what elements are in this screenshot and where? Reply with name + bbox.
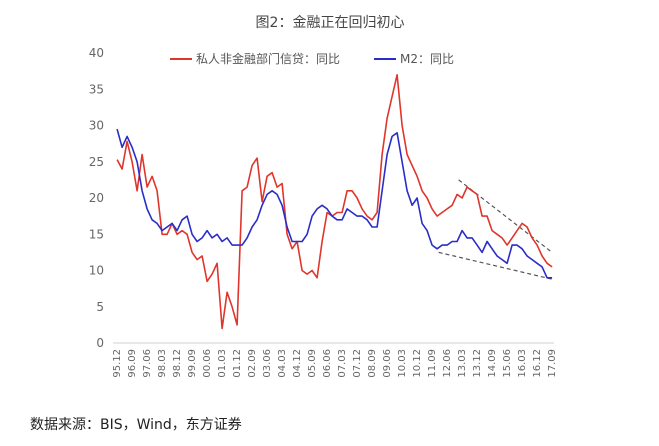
x-tick-label: 02.09 [247, 349, 258, 378]
y-tick-label: 20 [89, 191, 104, 205]
y-tick-label: 10 [89, 264, 104, 278]
x-tick-label: 12.06 [442, 349, 453, 378]
x-tick-label: 11.09 [427, 349, 438, 378]
x-tick-label: 13.12 [472, 349, 483, 378]
x-tick-label: 01.03 [217, 349, 228, 378]
y-tick-label: 25 [89, 155, 104, 169]
y-tick-label: 30 [89, 119, 104, 133]
x-tick-label: 95.12 [112, 349, 123, 378]
trend-line [458, 179, 553, 253]
x-tick-label: 98.03 [157, 349, 168, 378]
x-axis: 95.12 96.09 97.06 98.03 98.12 99.09 00.06 01.03… [112, 342, 558, 378]
x-tick-label: 04.03 [277, 349, 288, 378]
chart-title: 图2：金融正在回归初心 [256, 14, 405, 31]
x-tick-label: 07.12 [352, 349, 363, 378]
x-tick-label: 17.09 [547, 349, 558, 378]
x-tick-label: 98.12 [172, 349, 183, 378]
x-tick-label: 04.12 [292, 349, 303, 378]
trend-line [438, 251, 553, 280]
source-note: 数据来源：BIS，Wind，东方证券 [30, 417, 242, 433]
y-tick-label: 35 [89, 82, 104, 96]
y-tick-label: 40 [89, 46, 104, 60]
legend: 私人非金融部门信贷：同比 M2：同比 [170, 51, 454, 66]
x-tick-label: 97.06 [142, 349, 153, 378]
x-tick-label: 06.06 [322, 349, 333, 378]
x-tick-label: 05.09 [307, 349, 318, 378]
x-tick-label: 96.09 [127, 349, 138, 378]
x-tick-label: 00.06 [202, 349, 213, 378]
series-line-private-credit [116, 74, 553, 330]
trend-lines [438, 179, 553, 280]
x-tick-label: 16.03 [517, 349, 528, 378]
x-tick-label: 10.12 [412, 349, 423, 378]
x-tick-label: 03.06 [262, 349, 273, 378]
x-tick-label: 09.06 [382, 349, 393, 378]
x-tick-label: 08.09 [367, 349, 378, 378]
x-tick-label: 16.12 [532, 349, 543, 378]
y-axis: 0 5 10 15 20 25 30 35 40 [89, 46, 104, 350]
x-tick-label: 99.09 [187, 349, 198, 378]
y-tick-label: 5 [96, 300, 104, 314]
series-lines [116, 74, 553, 330]
x-tick-label: 01.12 [232, 349, 243, 378]
x-tick-label: 15.06 [502, 349, 513, 378]
y-tick-label: 0 [96, 336, 104, 350]
legend-label: M2：同比 [400, 52, 454, 66]
x-tick-label: 07.03 [337, 349, 348, 378]
x-tick-label: 10.03 [397, 349, 408, 378]
x-tick-label: 14.09 [487, 349, 498, 378]
series-line-m2 [116, 128, 553, 279]
y-tick-label: 15 [89, 227, 104, 241]
x-tick-label: 13.03 [457, 349, 468, 378]
legend-label: 私人非金融部门信贷：同比 [196, 51, 340, 66]
